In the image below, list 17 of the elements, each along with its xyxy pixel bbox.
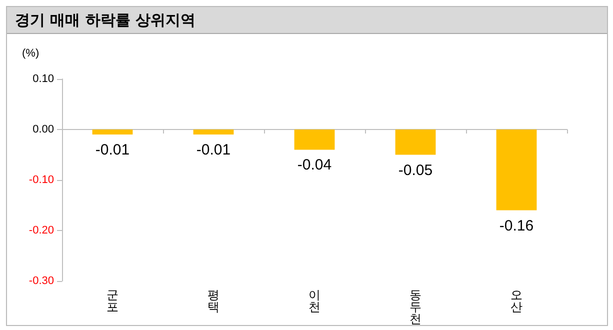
x-tick-label: 이천 [308, 288, 320, 314]
data-label: -0.05 [398, 162, 433, 179]
y-tick-label: -0.30 [28, 275, 54, 287]
data-label: -0.01 [95, 142, 130, 159]
y-tick-label: 0.10 [32, 73, 54, 85]
y-tick-label: -0.20 [28, 224, 54, 236]
chart-title: 경기 매매 하락률 상위지역 [7, 7, 607, 34]
x-tick-label: 군포 [106, 288, 118, 314]
data-label: -0.01 [196, 142, 231, 159]
y-tick-label: 0.00 [32, 124, 54, 136]
x-tick-label: 오산 [510, 288, 522, 314]
y-axis-title: (%) [22, 48, 40, 60]
data-label: -0.04 [297, 156, 332, 174]
x-tick-label: 동두천 [410, 288, 422, 326]
data-label: -0.16 [499, 217, 534, 234]
y-tick-label: -0.10 [28, 174, 54, 186]
x-tick-label: 평택 [208, 288, 220, 314]
